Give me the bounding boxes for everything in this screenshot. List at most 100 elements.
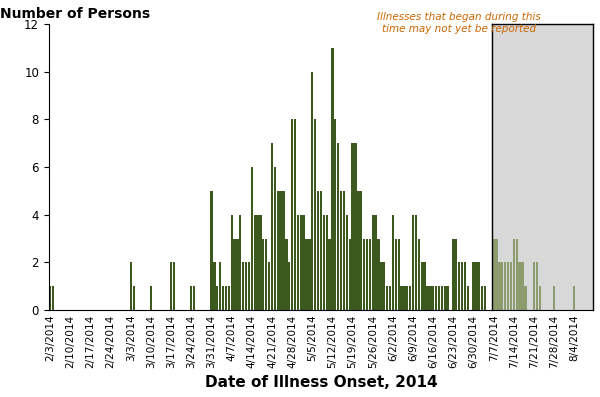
Bar (403, 286, 406, 310)
Bar (352, 143, 354, 310)
Bar (302, 215, 305, 310)
Bar (458, 262, 460, 310)
Bar (441, 286, 443, 310)
Bar (248, 262, 250, 310)
Bar (536, 262, 538, 310)
Bar (418, 239, 420, 310)
Bar (455, 239, 457, 310)
Bar (424, 262, 426, 310)
Bar (377, 239, 380, 310)
Bar (259, 215, 262, 310)
Bar (271, 143, 273, 310)
Text: Illnesses that began during this
time may not yet be reported: Illnesses that began during this time ma… (377, 12, 541, 33)
Bar (504, 262, 506, 310)
Bar (49, 286, 52, 310)
Bar (245, 262, 247, 310)
Bar (288, 262, 290, 310)
Bar (233, 239, 236, 310)
Bar (262, 239, 265, 310)
Bar (294, 119, 296, 310)
Bar (521, 262, 524, 310)
Bar (305, 239, 308, 310)
Bar (406, 286, 409, 310)
Bar (481, 286, 484, 310)
Bar (363, 239, 365, 310)
Bar (573, 286, 575, 310)
Bar (219, 262, 221, 310)
Bar (211, 191, 212, 310)
Bar (360, 191, 362, 310)
Bar (513, 239, 515, 310)
Text: Number of Persons: Number of Persons (0, 7, 150, 21)
Bar (435, 286, 437, 310)
Bar (400, 286, 403, 310)
Bar (533, 262, 535, 310)
Bar (484, 286, 486, 310)
Bar (297, 215, 299, 310)
Bar (242, 262, 244, 310)
Bar (432, 286, 434, 310)
Bar (291, 119, 293, 310)
Bar (150, 286, 152, 310)
Bar (328, 239, 331, 310)
Bar (499, 262, 500, 310)
Bar (254, 215, 256, 310)
Bar (371, 215, 374, 310)
Bar (216, 286, 218, 310)
Bar (190, 286, 193, 310)
Bar (323, 215, 325, 310)
Bar (472, 262, 475, 310)
Bar (357, 191, 359, 310)
Bar (331, 48, 334, 310)
Bar (429, 286, 431, 310)
Bar (355, 143, 356, 310)
Bar (395, 239, 397, 310)
Bar (340, 191, 342, 310)
Bar (464, 262, 466, 310)
Bar (320, 191, 322, 310)
Bar (343, 191, 345, 310)
Bar (274, 167, 276, 310)
Bar (193, 286, 196, 310)
Bar (236, 239, 239, 310)
Bar (415, 215, 417, 310)
Bar (518, 262, 521, 310)
Bar (213, 262, 215, 310)
Bar (311, 72, 313, 310)
Bar (334, 119, 337, 310)
Bar (421, 262, 423, 310)
Bar (443, 286, 446, 310)
Bar (268, 262, 270, 310)
Bar (366, 239, 368, 310)
Bar (492, 24, 593, 310)
Bar (539, 286, 541, 310)
Bar (438, 286, 440, 310)
Bar (239, 215, 241, 310)
Bar (475, 262, 478, 310)
Bar (553, 286, 556, 310)
Bar (130, 262, 132, 310)
Bar (467, 286, 469, 310)
Bar (225, 286, 227, 310)
Bar (386, 286, 388, 310)
Bar (133, 286, 135, 310)
X-axis label: Date of Illness Onset, 2014: Date of Illness Onset, 2014 (205, 375, 437, 390)
Bar (389, 286, 391, 310)
Bar (170, 262, 172, 310)
Bar (392, 215, 394, 310)
Bar (283, 191, 284, 310)
Bar (265, 239, 268, 310)
Bar (380, 262, 383, 310)
Bar (374, 215, 377, 310)
Bar (299, 215, 302, 310)
Bar (349, 239, 351, 310)
Bar (277, 191, 279, 310)
Bar (222, 286, 224, 310)
Bar (409, 286, 412, 310)
Bar (227, 286, 230, 310)
Bar (346, 215, 348, 310)
Bar (446, 286, 449, 310)
Bar (478, 262, 481, 310)
Bar (452, 239, 455, 310)
Bar (52, 286, 54, 310)
